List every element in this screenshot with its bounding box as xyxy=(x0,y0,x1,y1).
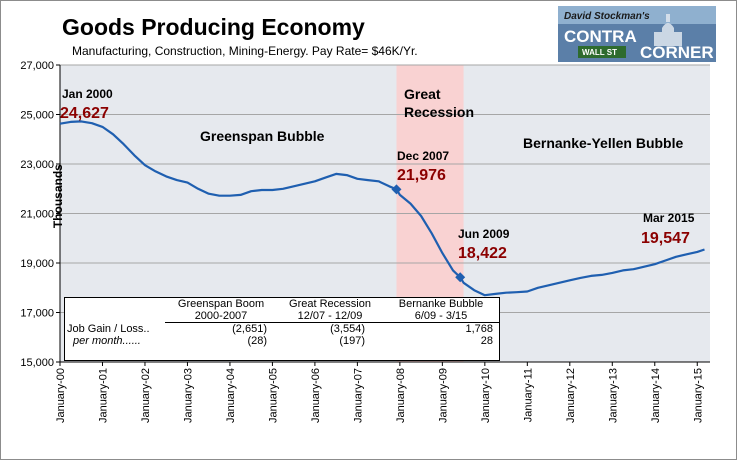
annotation-date: Jun 2009 xyxy=(458,227,510,241)
chart-subtitle: Manufacturing, Construction, Mining-Ener… xyxy=(72,44,418,58)
logo-left-text: CONTRA xyxy=(564,27,637,46)
table-cell: 1,768 xyxy=(465,323,493,335)
annotation-date: Mar 2015 xyxy=(643,211,695,225)
table-cell: 28 xyxy=(480,335,493,347)
annotation-value: 24,627 xyxy=(60,105,109,122)
x-tick-label: January-15 xyxy=(692,368,704,423)
x-tick-label: January-12 xyxy=(565,368,577,423)
region-label-recession: Recession xyxy=(404,104,474,120)
x-tick-label: January-01 xyxy=(97,368,109,423)
chart-title: Goods Producing Economy xyxy=(62,14,365,40)
table-cell: (3,554) xyxy=(330,323,365,335)
table-cell: (28) xyxy=(247,335,267,347)
y-tick-label: 19,000 xyxy=(20,258,54,270)
x-tick-label: January-14 xyxy=(650,368,662,423)
x-tick-label: January-03 xyxy=(182,368,194,423)
contra-corner-logo: David Stockman's CONTRA CORNER WALL ST xyxy=(558,6,716,62)
table-row: per month...... (28) (197) 28 xyxy=(65,335,499,347)
data-point-marker xyxy=(455,272,466,283)
x-tick-label: January-00 xyxy=(55,368,67,423)
table-row-label: Job Gain / Loss.. xyxy=(67,322,150,335)
data-point-marker xyxy=(391,184,402,195)
x-tick-label: January-07 xyxy=(352,368,364,423)
table-row: Job Gain / Loss.. (2,651) (3,554) 1,768 xyxy=(65,323,499,336)
table-col-name: Greenspan Boom xyxy=(177,298,265,310)
y-tick-label: 15,000 xyxy=(20,357,54,369)
region-label-recession: Great xyxy=(404,86,441,102)
table-cell: (197) xyxy=(339,335,365,347)
annotation-value: 21,976 xyxy=(397,167,446,184)
series-line xyxy=(59,120,705,297)
table-col-period: 6/09 - 3/15 xyxy=(383,310,499,323)
table-col-name: Great Recession xyxy=(289,298,371,310)
table-row-label: per month...... xyxy=(73,335,141,347)
x-tick-label: January-11 xyxy=(522,368,534,422)
logo-top-text: David Stockman's xyxy=(564,11,650,22)
annotation-value: 18,422 xyxy=(458,245,507,262)
region-label-greenspan: Greenspan Bubble xyxy=(200,128,325,144)
annotation-value: 19,547 xyxy=(641,230,690,247)
table-col-period: 12/07 - 12/09 xyxy=(277,310,383,323)
x-tick-label: January-10 xyxy=(480,368,492,423)
x-tick-label: January-08 xyxy=(395,368,407,423)
x-tick-label: January-13 xyxy=(607,368,619,423)
y-tick-label: 27,000 xyxy=(20,60,54,72)
table-col-period: 2000-2007 xyxy=(165,310,277,323)
y-axis-label: Thousands xyxy=(51,164,65,228)
annotation-date: Jan 2000 xyxy=(62,87,113,101)
y-tick-label: 17,000 xyxy=(20,308,54,320)
y-tick-label: 21,000 xyxy=(20,209,54,221)
annotation-date: Dec 2007 xyxy=(397,149,449,163)
x-tick-label: January-05 xyxy=(267,368,279,423)
table-header-row-names: Greenspan Boom Great Recession Bernanke … xyxy=(65,298,499,310)
x-tick-label: January-02 xyxy=(140,368,152,423)
region-label-bernanke: Bernanke-Yellen Bubble xyxy=(523,135,683,151)
x-tick-label: January-04 xyxy=(225,368,237,423)
logo-right-text: CORNER xyxy=(640,43,714,62)
y-tick-label: 25,000 xyxy=(20,110,54,122)
table-cell: (2,651) xyxy=(232,323,267,335)
logo-sign-text: WALL ST xyxy=(582,48,617,57)
y-tick-label: 23,000 xyxy=(20,159,54,171)
x-tick-label: January-06 xyxy=(310,368,322,423)
x-tick-label: January-09 xyxy=(437,368,449,423)
summary-table: Greenspan Boom Great Recession Bernanke … xyxy=(64,297,500,361)
table-col-name: Bernanke Bubble xyxy=(398,298,484,310)
table-header-row-periods: 2000-2007 12/07 - 12/09 6/09 - 3/15 xyxy=(65,310,499,323)
